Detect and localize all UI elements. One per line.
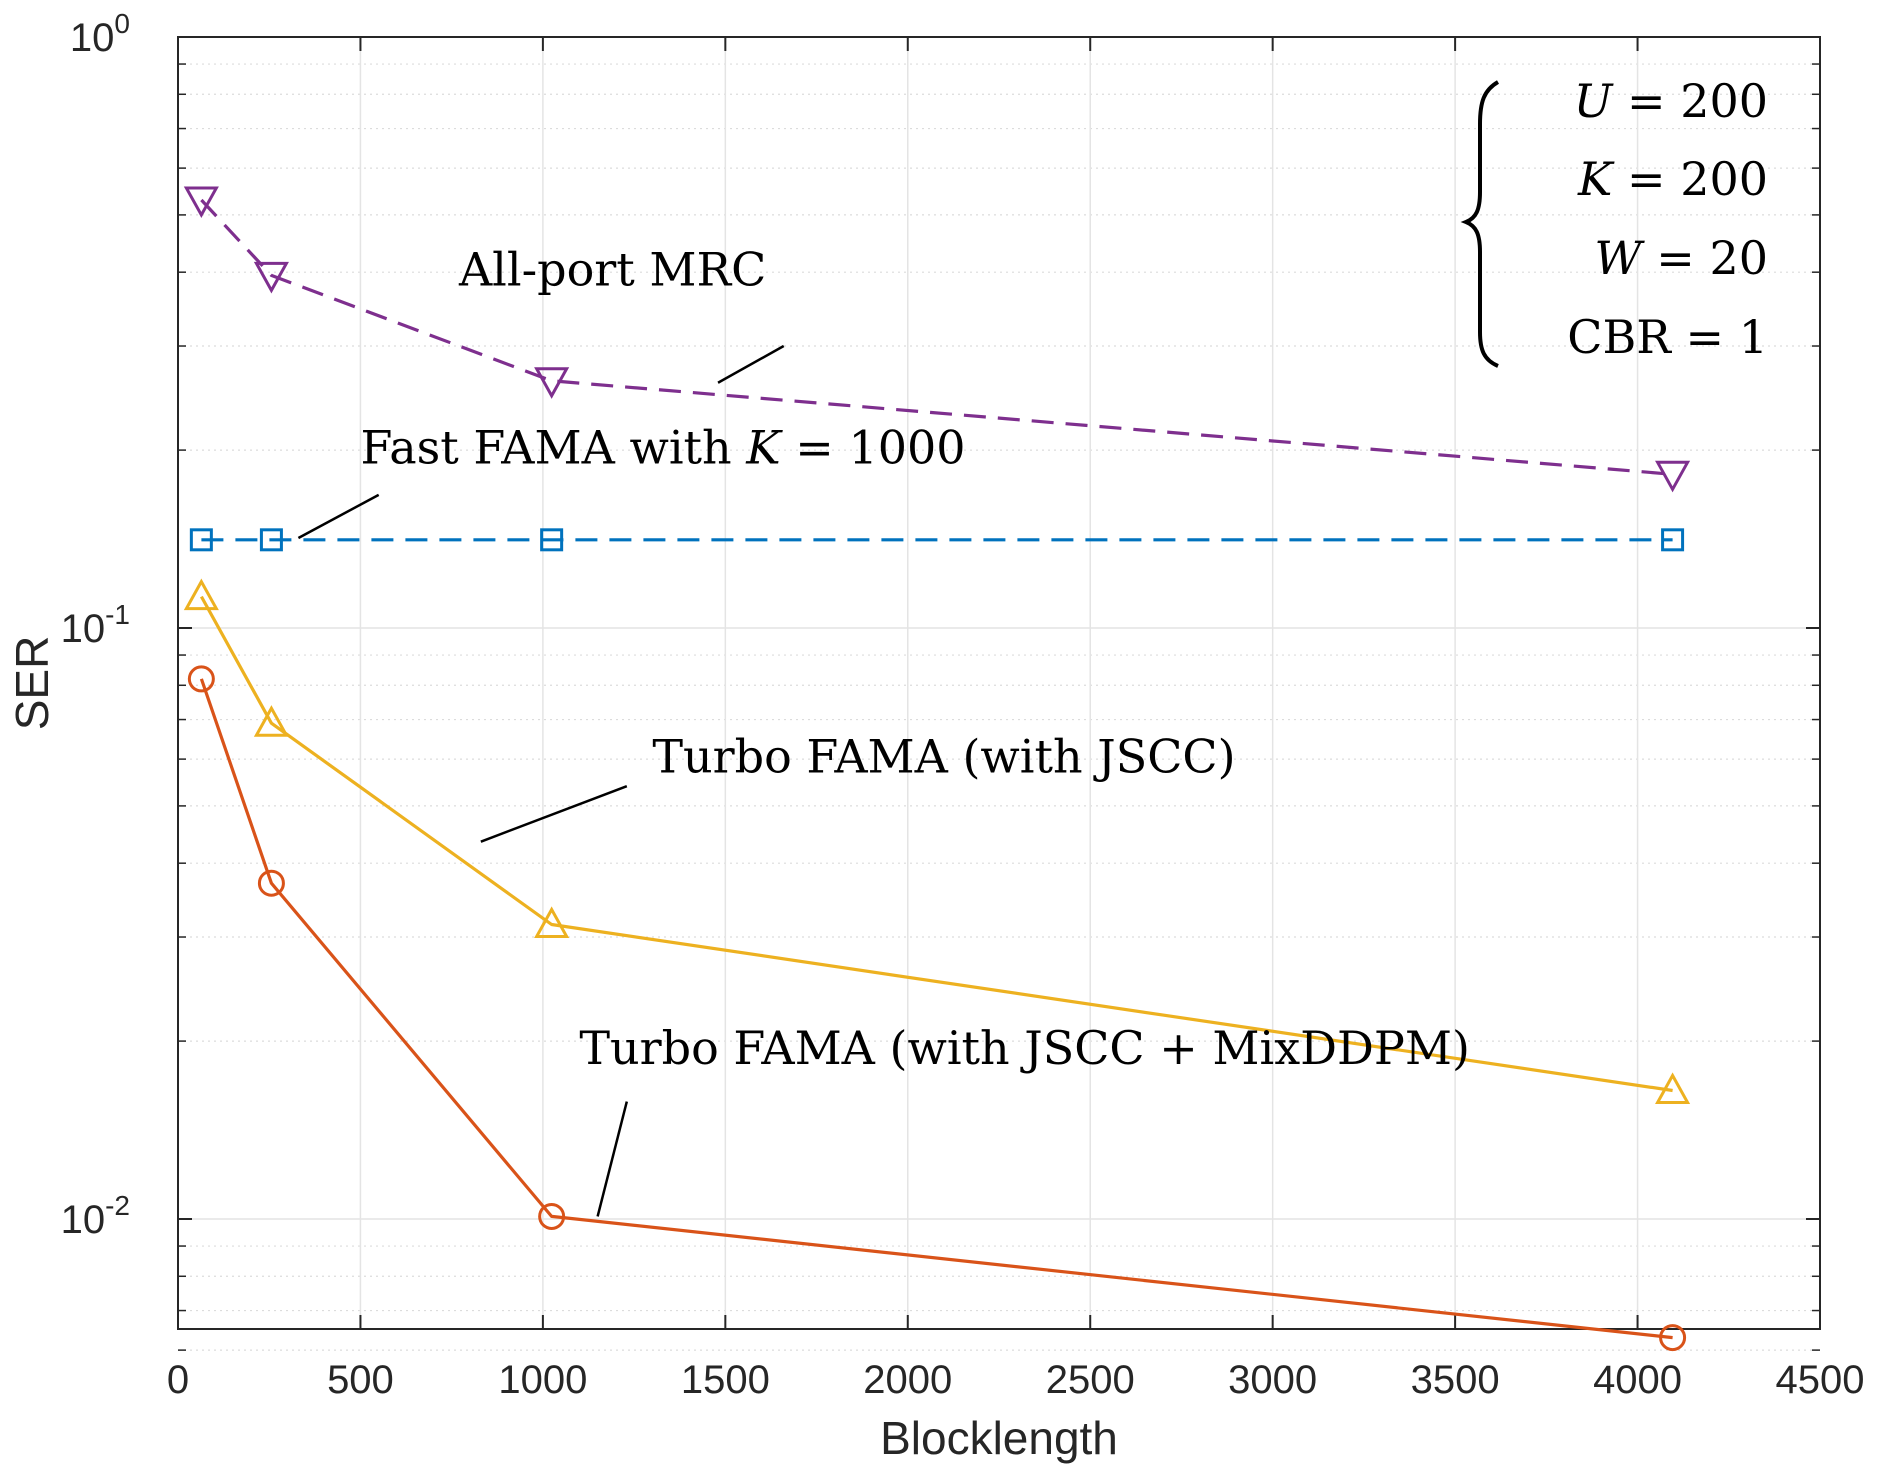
x-tick-label: 1500 <box>681 1358 770 1402</box>
series-2 <box>183 578 1691 1104</box>
triangle-down-marker <box>1655 460 1691 493</box>
x-tick-label: 1000 <box>498 1358 587 1402</box>
annotation-text-mrc: All-port MRC <box>458 242 766 296</box>
x-axis-label: Blocklength <box>880 1412 1118 1464</box>
triangle-up-marker <box>534 906 570 938</box>
triangle-down-marker <box>534 367 570 399</box>
y-tick-label: 10-2 <box>61 1190 130 1242</box>
triangle-up-marker <box>183 578 219 611</box>
circle-marker <box>187 665 215 693</box>
series-layer <box>183 186 1691 1352</box>
x-tick-label: 4500 <box>1776 1358 1865 1402</box>
series-0 <box>183 186 1691 493</box>
annotation-line-mrc <box>717 344 785 384</box>
axis-ticks: 0 500 1000 1500 2000 2500 3000 3500 4000 4500 100 1… <box>61 8 1865 1402</box>
y-axis-label: SER <box>6 636 58 731</box>
triangle-up-marker <box>253 705 289 737</box>
square-marker <box>189 528 213 552</box>
annotations: All-port MRC Fast FAMA with K = 1000 Turbo… <box>297 242 1470 1217</box>
square-marker <box>259 528 283 552</box>
series-1 <box>189 528 1685 552</box>
x-tick-label: 500 <box>327 1358 394 1402</box>
parameters-box: U = 200 K = 200 W = 20 CBR = 1 <box>1460 74 1768 368</box>
triangle-up-marker <box>1655 1072 1691 1104</box>
square-marker <box>540 528 564 552</box>
circle-marker <box>257 869 285 897</box>
annotation-line-fast <box>297 493 380 540</box>
triangle-down-marker <box>253 261 289 294</box>
x-tick-label: 4000 <box>1593 1358 1682 1402</box>
axes-box <box>177 36 1821 1330</box>
circle-marker <box>538 1202 566 1230</box>
x-tick-label: 0 <box>167 1358 189 1402</box>
param-line-0: U = 200 <box>1574 74 1768 128</box>
plot-area <box>178 37 1820 1329</box>
series-line <box>199 678 1673 1340</box>
triangle-down-marker <box>183 186 219 219</box>
x-tick-label: 3500 <box>1411 1358 1500 1402</box>
minor-grid <box>178 63 1820 1351</box>
series-3 <box>187 665 1687 1352</box>
major-grid <box>178 37 1820 1329</box>
series-line <box>199 595 1673 1093</box>
square-marker <box>1661 528 1685 552</box>
param-line-1: K = 200 <box>1577 152 1768 206</box>
param-line-2: W = 20 <box>1594 231 1768 285</box>
annotation-line-mix <box>596 1101 629 1217</box>
x-tick-label: 3000 <box>1228 1358 1317 1402</box>
x-tick-label: 2500 <box>1046 1358 1135 1402</box>
y-tick-label: 10-1 <box>61 599 130 651</box>
series-line <box>200 198 1673 476</box>
y-tick-label: 100 <box>70 8 130 60</box>
annotation-line-jscc <box>480 784 628 843</box>
annotation-text-jscc: Turbo FAMA (with JSCC) <box>652 729 1235 783</box>
circle-marker <box>1659 1324 1687 1352</box>
annotation-text-mix: Turbo FAMA (with JSCC + MixDDPM) <box>579 1021 1470 1075</box>
annotation-text-fast: Fast FAMA with K = 1000 <box>360 420 965 474</box>
x-tick-label: 2000 <box>863 1358 952 1402</box>
param-line-3: CBR = 1 <box>1567 310 1768 364</box>
left-brace-icon <box>1460 80 1500 368</box>
